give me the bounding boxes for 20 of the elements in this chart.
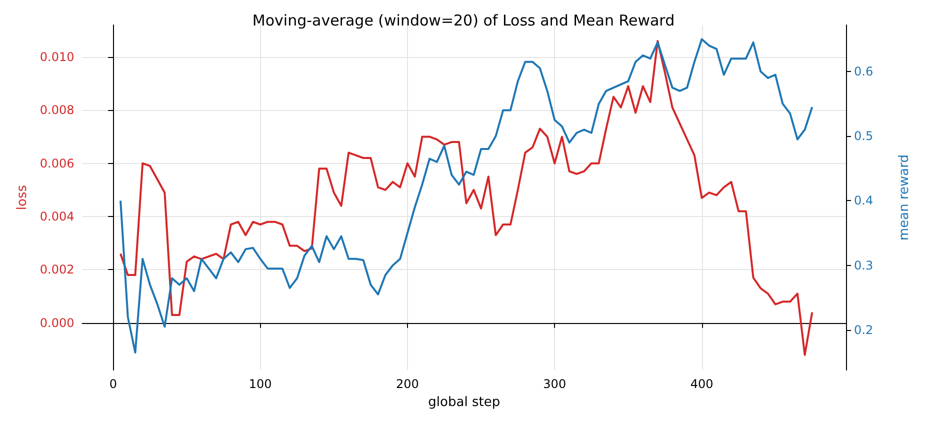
y-tick-label: 0.010: [40, 50, 74, 64]
y2-tick-label: 0.6: [854, 64, 874, 79]
x-tick-label: 100: [248, 377, 272, 391]
y-tick-label: 0.002: [40, 262, 74, 277]
chart-title: Moving-average (window=20) of Loss and Mean Reward: [252, 12, 675, 30]
y2-tick-label: 0.2: [854, 322, 874, 337]
x-tick-label: 300: [543, 377, 566, 391]
x-tick-label: 200: [396, 377, 419, 391]
x-axis-title: global step: [428, 395, 500, 410]
y-tick-label: 0.000: [40, 316, 74, 330]
x-tick-label: 0: [109, 377, 117, 391]
x-tick-label: 400: [690, 377, 714, 391]
y-tick-label: 0.008: [40, 103, 74, 118]
y-axis-title: loss: [15, 184, 30, 210]
y2-tick-label: 0.4: [854, 194, 874, 208]
y2-axis-title: mean reward: [897, 154, 912, 241]
y-tick-label: 0.006: [40, 156, 74, 170]
y2-tick-label: 0.5: [854, 129, 874, 144]
y2-tick-label: 0.3: [854, 258, 874, 272]
y-tick-label: 0.004: [40, 210, 74, 224]
